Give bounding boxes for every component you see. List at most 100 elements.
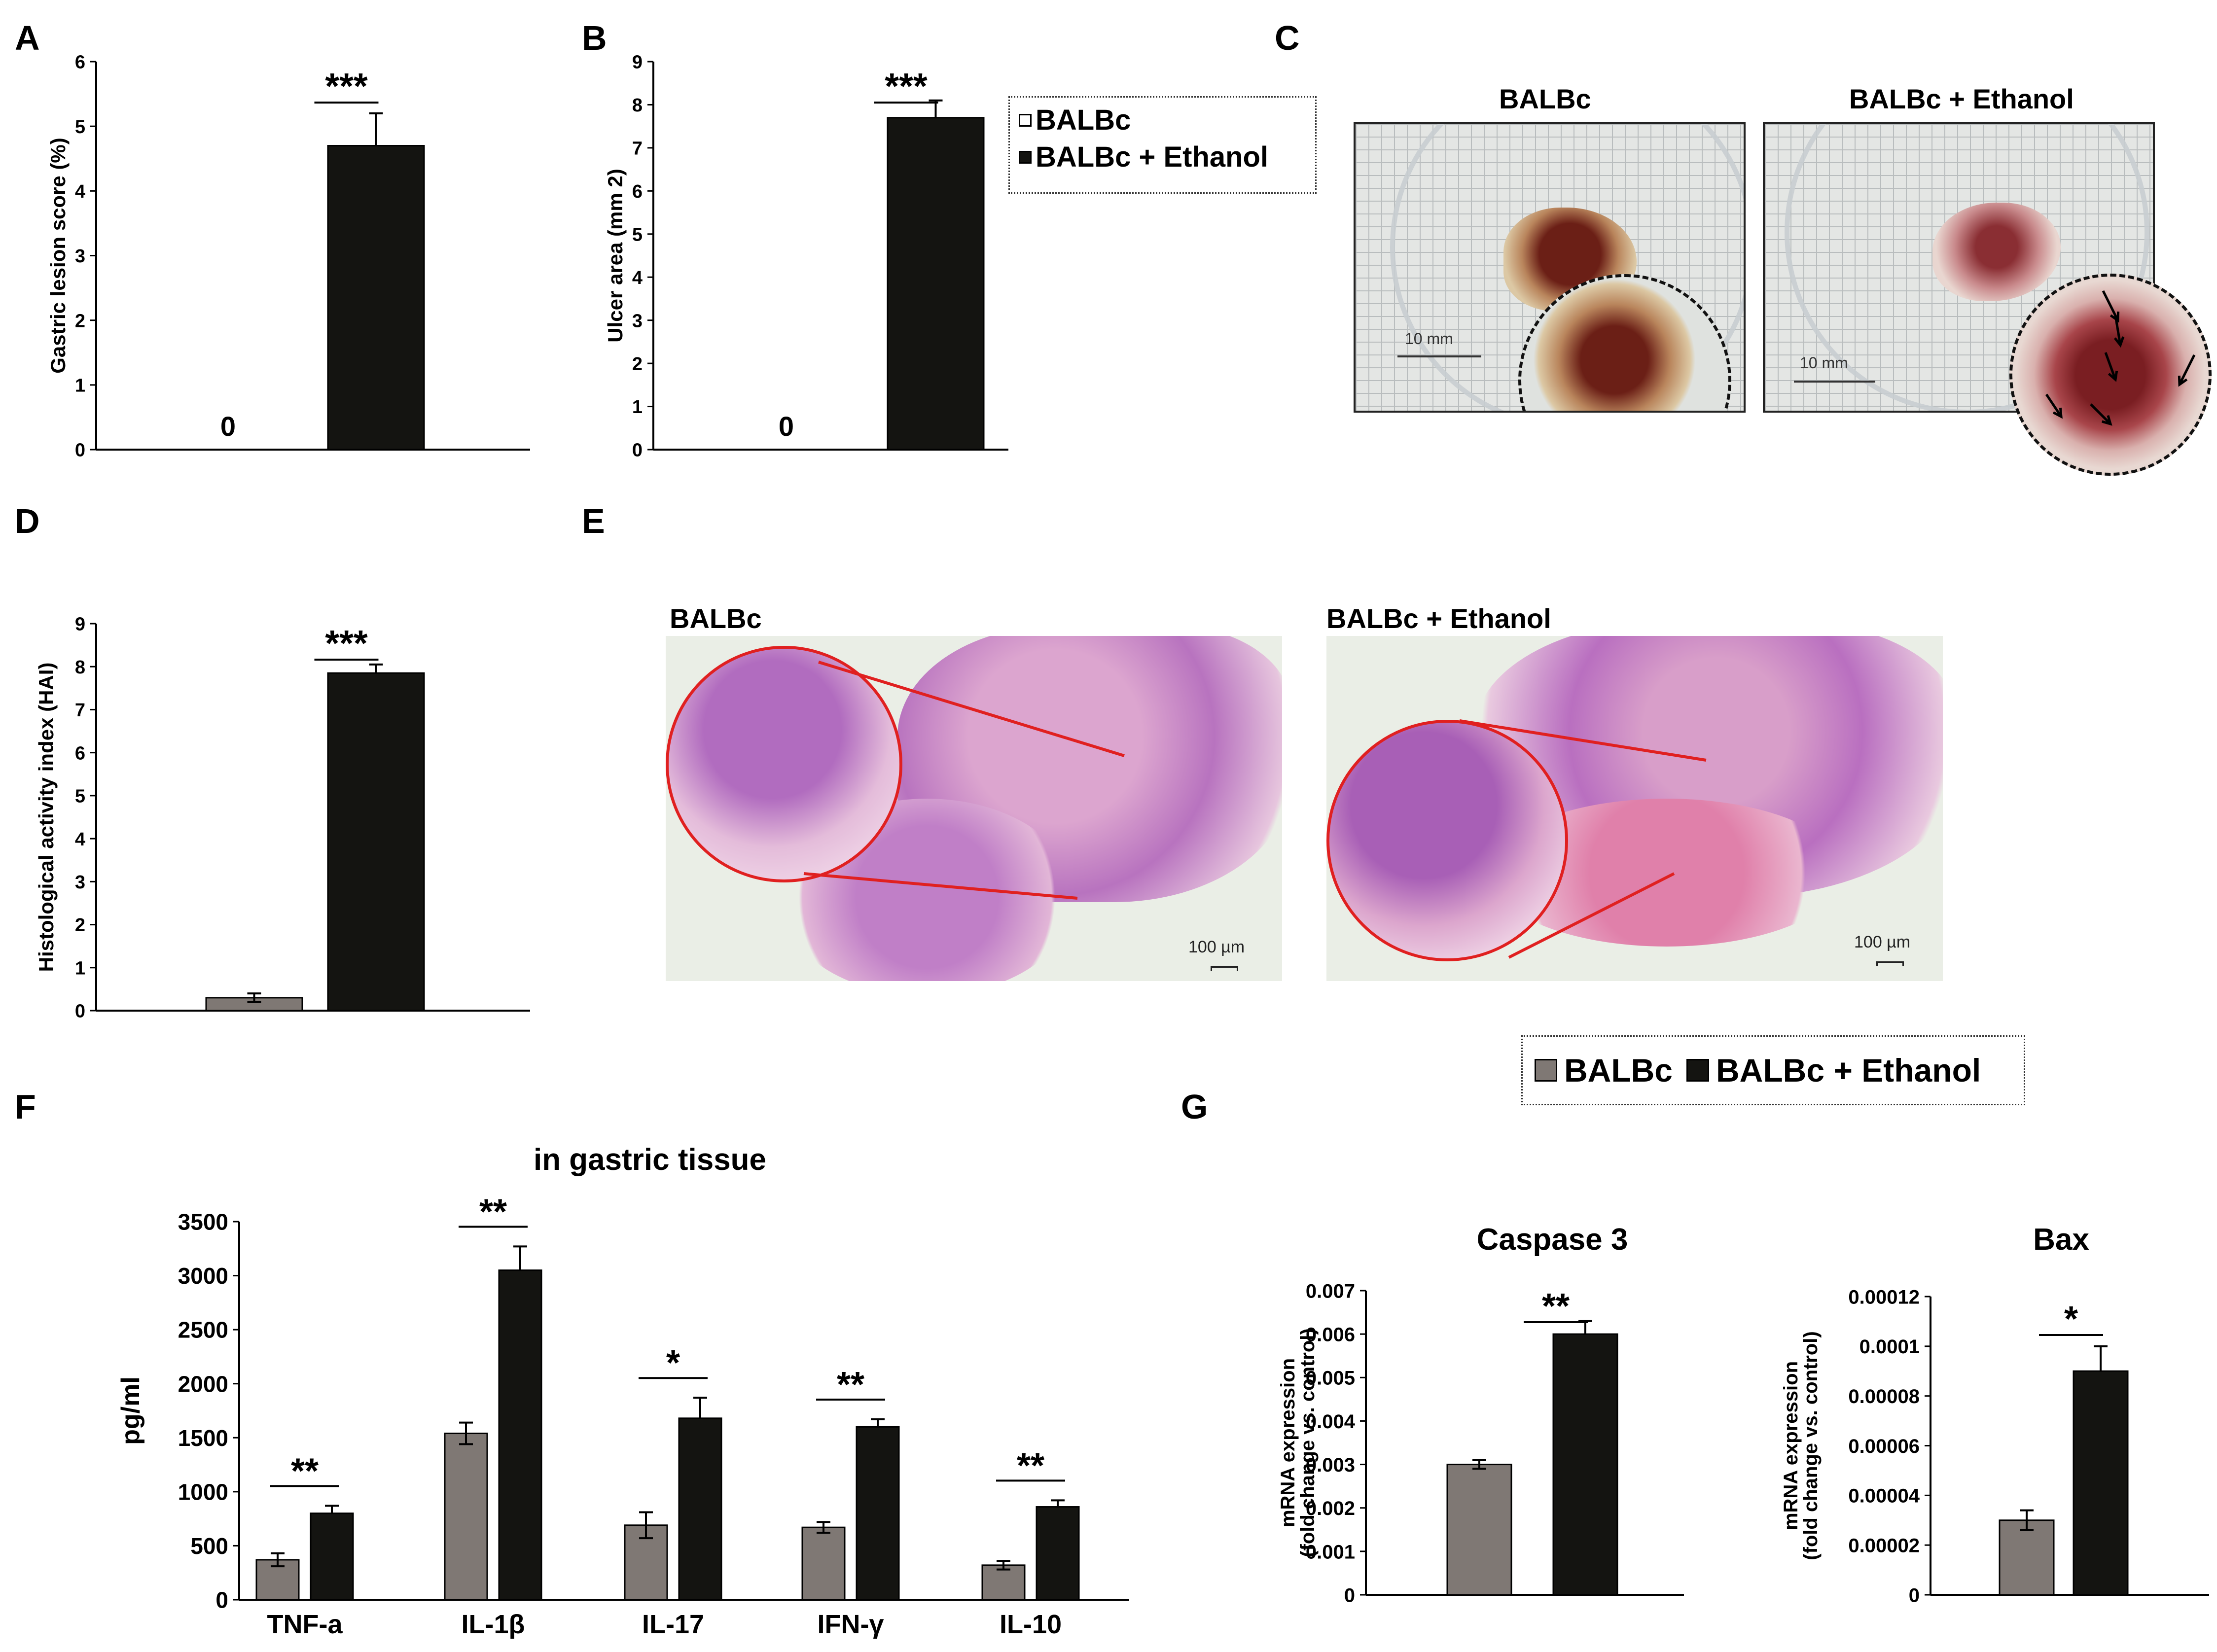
photo-c-title-balbc: BALBc: [1499, 83, 1591, 114]
significance-label: ***: [325, 623, 368, 664]
bar-ethanol-0: [310, 1512, 354, 1601]
zoom-circle-histology-ethanol: [1326, 720, 1568, 961]
y-tick-label: 5: [75, 786, 85, 807]
arrow-head-icon: [2102, 415, 2112, 426]
chart-title: Bax: [2033, 1223, 2089, 1257]
y-tick-label: 0.0001: [1859, 1336, 1920, 1358]
y-tick-label: 0.003: [1306, 1454, 1355, 1476]
y-tick-label: 1: [75, 958, 85, 979]
significance-label: ***: [325, 66, 368, 106]
legend-top: BALBc BALBc + Ethanol: [1008, 96, 1317, 194]
bar-ethanol-3: [856, 1426, 900, 1601]
y-tick-label: 1: [75, 376, 85, 396]
legend-item-ethanol: BALBc + Ethanol: [1019, 141, 1306, 174]
y-tick-label: 0.002: [1306, 1498, 1355, 1519]
chart-g1: 0 0.001 0.002 0.003 0.004 0.005 0.006 0.007 mRNA…: [1277, 1223, 1684, 1606]
legend-swatch-ethanol: [1019, 150, 1032, 164]
significance-label: ***: [885, 66, 928, 106]
y-tick-label: 0.00004: [1848, 1485, 1920, 1507]
y-tick-label: 9: [632, 52, 643, 73]
zoom-line-balbc-upper: [818, 661, 1125, 757]
y-tick-label: 6: [75, 743, 85, 764]
panel-label-b: B: [582, 19, 607, 57]
significance-label: *: [2064, 1300, 2078, 1339]
chart-d: 0 1 2 3 4 5 6 7 8 9 Histological activity index (H…: [35, 614, 530, 1022]
photo-c-title-ethanol: BALBc + Ethanol: [1849, 83, 2074, 114]
chart-g2: 0 0.00002 0.00004 0.00006 0.00008 0.0001 0.000…: [1780, 1223, 2209, 1606]
bar-balbc: [1999, 1519, 2055, 1596]
y-tick-label: 6: [632, 181, 643, 202]
y-tick-label: 0.00008: [1848, 1386, 1920, 1407]
x-tick-label: IL-10: [1000, 1610, 1062, 1639]
x-tick-label: TNF-a: [267, 1610, 343, 1639]
y-tick-label: 0.005: [1306, 1368, 1355, 1389]
y-axis-label: pg/ml: [116, 1376, 145, 1445]
panel-label-g: G: [1181, 1088, 1208, 1126]
zoom-line-ethanol-upper: [1459, 719, 1707, 762]
bar-ethanol: [327, 672, 425, 1012]
arrow-head-icon: [2178, 375, 2188, 387]
scale-bar-e-balbc: [1211, 966, 1238, 971]
y-tick-label: 3: [632, 311, 643, 331]
y-tick-label: 5: [632, 224, 643, 245]
y-tick-label: 3500: [178, 1209, 228, 1235]
x-tick-label: IL-17: [642, 1610, 704, 1639]
bar-ethanol: [327, 145, 425, 451]
y-tick-label: 0: [632, 440, 643, 461]
y-tick-label: 0: [1909, 1584, 1920, 1606]
histology-zoom-lines: [803, 661, 1707, 959]
petri-dish-balbc: [1390, 124, 1744, 411]
y-axis-label: Gastric lesion score (%): [46, 138, 70, 374]
panel-label-a: A: [15, 19, 40, 57]
y-tick-label: 4: [75, 829, 85, 850]
scale-bar-c-balbc-label: 10 mm: [1405, 330, 1453, 348]
y-tick-label: 8: [75, 657, 85, 678]
x-tick-label: IL-1β: [462, 1610, 525, 1639]
arrow-icon: [2104, 352, 2117, 380]
y-tick-label: 0.00006: [1848, 1436, 1920, 1457]
y-axis-label: mRNA expression: [1780, 1361, 1802, 1530]
y-tick-label: 0.007: [1306, 1280, 1355, 1302]
chart-a: 0 1 2 3 4 5 6 Gastric lesion score (%) 0 ***: [46, 52, 530, 461]
chart-f: 0 500 1000 1500 2000 2500 3000 3500 pg/ml in gast…: [116, 1143, 1129, 1639]
arrow-head-icon: [2110, 311, 2120, 323]
significance-label: **: [1017, 1446, 1044, 1485]
significance-label: **: [479, 1192, 507, 1231]
y-tick-label: 3000: [178, 1263, 228, 1289]
y-tick-label: 0: [75, 1001, 85, 1022]
y-tick-label: 2: [632, 354, 643, 375]
y-tick-label: 2000: [178, 1371, 228, 1397]
stomach-photo-balbc: 10 mm: [1354, 122, 1746, 413]
y-tick-label: 0.00002: [1848, 1535, 1920, 1557]
y-tick-label: 1500: [178, 1425, 228, 1451]
y-tick-label: 0: [75, 440, 85, 461]
legend-label-balbc-2: BALBc: [1564, 1052, 1673, 1089]
scale-bar-c-balbc: [1397, 355, 1481, 357]
arrow-icon: [2090, 403, 2111, 425]
bar-balbc-3: [801, 1526, 846, 1601]
y-tick-label: 4: [632, 268, 643, 288]
y-tick-label: 0.001: [1306, 1541, 1355, 1563]
bar-ethanol-2: [678, 1417, 722, 1601]
y-tick-label: 8: [632, 95, 643, 116]
y-axis-label: (fold change vs. control): [1297, 1328, 1319, 1557]
panel-label-f: F: [15, 1088, 36, 1126]
y-tick-label: 2500: [178, 1317, 228, 1343]
legend-item-balbc-2: BALBc: [1535, 1052, 1673, 1089]
histology-title-ethanol: BALBc + Ethanol: [1326, 603, 1551, 634]
y-axis-label: Ulcer area (mm 2): [604, 169, 627, 343]
legend-swatch-balbc: [1019, 113, 1032, 127]
legend-item-balbc: BALBc: [1019, 104, 1306, 137]
bar-ethanol: [2073, 1370, 2129, 1596]
chart-title: in gastric tissue: [534, 1143, 766, 1177]
significance-label: **: [837, 1365, 864, 1405]
y-tick-label: 7: [75, 700, 85, 721]
y-tick-label: 1: [632, 397, 643, 418]
bar-balbc: [1446, 1464, 1512, 1596]
bar-ethanol-4: [1036, 1506, 1080, 1601]
panel-label-c: C: [1275, 19, 1300, 57]
zoom-line-balbc-lower: [803, 872, 1078, 900]
legend-swatch-ethanol-2: [1686, 1059, 1710, 1082]
legend-label-balbc: BALBc: [1036, 104, 1131, 136]
